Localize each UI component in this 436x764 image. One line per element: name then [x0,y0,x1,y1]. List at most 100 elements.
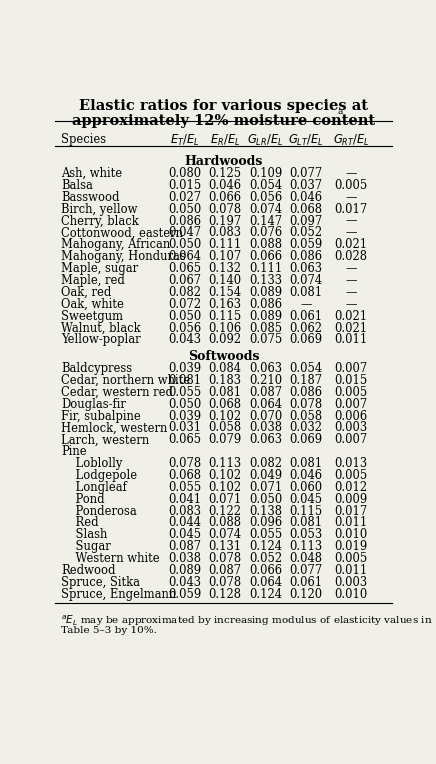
Text: 0.055: 0.055 [168,481,201,494]
Text: 0.138: 0.138 [249,504,282,517]
Text: 0.061: 0.061 [290,309,323,322]
Text: 0.082: 0.082 [249,457,282,470]
Text: Oak, white: Oak, white [61,298,124,311]
Text: 0.010: 0.010 [334,529,368,542]
Text: 0.063: 0.063 [249,362,282,375]
Text: Fir, subalpine: Fir, subalpine [61,410,141,422]
Text: 0.027: 0.027 [168,191,201,204]
Text: Walnut, black: Walnut, black [61,322,141,335]
Text: 0.038: 0.038 [249,422,282,435]
Text: —: — [300,298,312,311]
Text: 0.097: 0.097 [290,215,323,228]
Text: 0.068: 0.068 [290,202,323,215]
Text: 0.081: 0.081 [208,386,242,399]
Text: Mahogany, Honduras: Mahogany, Honduras [61,251,186,264]
Text: 0.070: 0.070 [249,410,283,422]
Text: $G_{LT}/E_L$: $G_{LT}/E_L$ [288,133,324,148]
Text: Basswood: Basswood [61,191,120,204]
Text: 0.037: 0.037 [290,179,323,192]
Text: 0.066: 0.066 [249,251,282,264]
Text: 0.062: 0.062 [290,322,323,335]
Text: 0.147: 0.147 [249,215,282,228]
Text: 0.060: 0.060 [290,481,323,494]
Text: 0.007: 0.007 [334,362,368,375]
Text: 0.087: 0.087 [249,386,282,399]
Text: 0.039: 0.039 [168,362,201,375]
Text: 0.078: 0.078 [208,202,242,215]
Text: Lodgepole: Lodgepole [61,469,137,482]
Text: $E_T/E_L$: $E_T/E_L$ [170,133,199,148]
Text: 0.061: 0.061 [290,576,323,589]
Text: 0.079: 0.079 [208,433,242,446]
Text: 0.064: 0.064 [249,576,282,589]
Text: 0.078: 0.078 [168,457,201,470]
Text: 0.066: 0.066 [209,191,242,204]
Text: 0.115: 0.115 [290,504,323,517]
Text: 0.080: 0.080 [168,167,201,180]
Text: 0.007: 0.007 [334,433,368,446]
Text: 0.012: 0.012 [334,481,368,494]
Text: Western white: Western white [61,552,160,565]
Text: 0.056: 0.056 [168,322,201,335]
Text: Oak, red: Oak, red [61,286,112,299]
Text: 0.063: 0.063 [249,433,282,446]
Text: 0.053: 0.053 [290,529,323,542]
Text: 0.074: 0.074 [249,202,282,215]
Text: 0.163: 0.163 [209,298,242,311]
Text: 0.076: 0.076 [249,226,282,239]
Text: $G_{RT}/E_L$: $G_{RT}/E_L$ [333,133,370,148]
Text: 0.044: 0.044 [168,516,201,529]
Text: Ponderosa: Ponderosa [61,504,137,517]
Text: 0.113: 0.113 [290,540,323,553]
Text: Douglas-fir: Douglas-fir [61,397,126,410]
Text: 0.074: 0.074 [208,529,242,542]
Text: 0.183: 0.183 [209,374,242,387]
Text: 0.039: 0.039 [168,410,201,422]
Text: $G_{LR}/E_L$: $G_{LR}/E_L$ [248,133,284,148]
Text: 0.021: 0.021 [334,238,368,251]
Text: 0.074: 0.074 [290,274,323,287]
Text: Cherry, black: Cherry, black [61,215,139,228]
Text: 0.050: 0.050 [168,238,201,251]
Text: 0.048: 0.048 [290,552,323,565]
Text: 0.096: 0.096 [249,516,282,529]
Text: 0.071: 0.071 [208,493,242,506]
Text: 0.056: 0.056 [249,191,282,204]
Text: 0.088: 0.088 [209,516,242,529]
Text: 0.102: 0.102 [208,410,242,422]
Text: Elastic ratios for various species at: Elastic ratios for various species at [79,99,368,113]
Text: Mahogany, African: Mahogany, African [61,238,170,251]
Text: Cedar, western red: Cedar, western red [61,386,173,399]
Text: 0.122: 0.122 [209,504,242,517]
Text: 0.007: 0.007 [334,397,368,410]
Text: 0.102: 0.102 [208,481,242,494]
Text: 0.063: 0.063 [290,262,323,275]
Text: 0.089: 0.089 [249,286,282,299]
Text: 0.059: 0.059 [290,238,323,251]
Text: 0.066: 0.066 [249,564,282,577]
Text: —: — [345,262,357,275]
Text: 0.046: 0.046 [290,469,323,482]
Text: 0.041: 0.041 [168,493,201,506]
Text: 0.081: 0.081 [290,286,323,299]
Text: 0.069: 0.069 [290,333,323,346]
Text: 0.043: 0.043 [168,576,201,589]
Text: 0.086: 0.086 [290,386,323,399]
Text: 0.128: 0.128 [209,588,242,601]
Text: 0.078: 0.078 [208,576,242,589]
Text: 0.015: 0.015 [334,374,368,387]
Text: Spruce, Engelmann: Spruce, Engelmann [61,588,177,601]
Text: —: — [345,298,357,311]
Text: Baldcypress: Baldcypress [61,362,133,375]
Text: 0.064: 0.064 [249,397,282,410]
Text: 0.077: 0.077 [290,564,323,577]
Text: —: — [345,191,357,204]
Text: 0.077: 0.077 [290,167,323,180]
Text: 0.017: 0.017 [334,504,368,517]
Text: 0.075: 0.075 [249,333,283,346]
Text: 0.084: 0.084 [209,362,242,375]
Text: 0.081: 0.081 [290,516,323,529]
Text: 0.069: 0.069 [290,433,323,446]
Text: Larch, western: Larch, western [61,433,150,446]
Text: 0.113: 0.113 [208,457,242,470]
